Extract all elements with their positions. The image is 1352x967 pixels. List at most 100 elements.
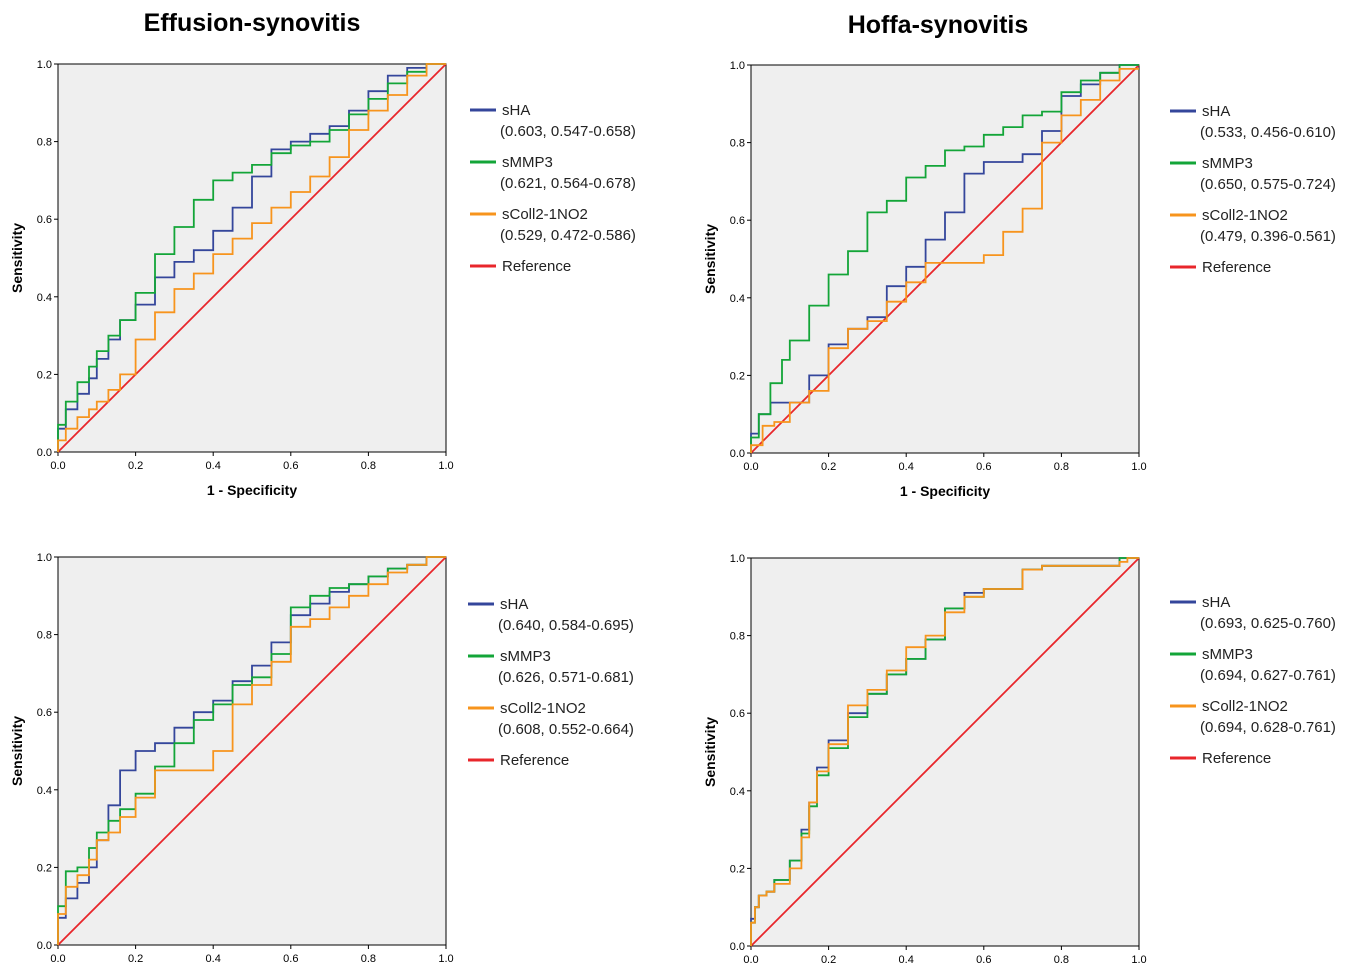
legend-item-scoll2-1no2: sColl2-1NO2 (0.479, 0.396-0.561)	[1170, 207, 1336, 245]
legend-label: sMMP3	[1202, 646, 1253, 663]
y-tick-label: 0.6	[37, 707, 52, 719]
x-tick-label: 0.2	[128, 460, 143, 472]
legend-stats: (0.650, 0.575-0.724)	[1200, 176, 1336, 193]
x-tick-label: 0.4	[899, 954, 914, 966]
x-axis-label: 1 - Specificity	[207, 482, 297, 498]
x-tick-label: 1.0	[438, 460, 453, 472]
roc-panel-bottom-right: 0.0 0.2 0.4 0.6 0.8 1.0 0.0 0.2 0.4 0.6 0.8 1.0 Sens…	[702, 553, 1336, 966]
y-tick-label: 0.2	[730, 370, 745, 382]
x-tick-label: 0.8	[361, 953, 376, 965]
y-axis-label: Sensitivity	[9, 223, 25, 293]
column-title-hoffa: Hoffa-synovitis	[848, 11, 1029, 39]
legend-stats: (0.693, 0.625-0.760)	[1200, 615, 1336, 632]
roc-panel-top-right: 0.0 0.2 0.4 0.6 0.8 1.0 0.0 0.2 0.4 0.6 0.8 1.0 Sens…	[702, 60, 1336, 499]
x-tick-label: 0.2	[128, 953, 143, 965]
legend-stats: (0.533, 0.456-0.610)	[1200, 124, 1336, 141]
x-tick-label: 1.0	[1131, 954, 1146, 966]
legend-label: Reference	[1202, 259, 1271, 276]
x-tick-label: 0.8	[361, 460, 376, 472]
y-tick-label: 1.0	[730, 553, 745, 565]
column-title-effusion: Effusion-synovitis	[144, 9, 361, 37]
legend-item-scoll2-1no2: sColl2-1NO2 (0.694, 0.628-0.761)	[1170, 698, 1336, 736]
legend-stats: (0.603, 0.547-0.658)	[500, 123, 636, 140]
legend-label: Reference	[500, 752, 569, 769]
x-tick-label: 0.4	[206, 953, 221, 965]
legend-item-sha: sHA (0.693, 0.625-0.760)	[1170, 594, 1336, 632]
y-tick-label: 0.8	[37, 137, 52, 149]
x-tick-label: 0.6	[976, 954, 991, 966]
series-line-scoll2-1no2	[750, 68, 1139, 453]
legend-label: sColl2-1NO2	[500, 700, 586, 717]
x-tick-label: 0.0	[743, 461, 758, 473]
series-line-reference	[750, 557, 1140, 947]
x-tick-label: 1.0	[1131, 461, 1146, 473]
legend-label: sHA	[502, 102, 530, 119]
x-tick-label: 0.6	[283, 460, 298, 472]
roc-panel-bottom-left: 0.0 0.2 0.4 0.6 0.8 1.0 0.0 0.2 0.4 0.6 0.8 1.0 Sens…	[9, 552, 634, 965]
legend-stats: (0.529, 0.472-0.586)	[500, 227, 636, 244]
legend-item-scoll2-1no2: sColl2-1NO2 (0.529, 0.472-0.586)	[470, 206, 636, 244]
series-line-smmp3	[57, 556, 446, 945]
legend-item-sha: sHA (0.640, 0.584-0.695)	[468, 596, 634, 634]
legend-item-smmp3: sMMP3 (0.626, 0.571-0.681)	[468, 648, 634, 686]
legend-label: Reference	[1202, 750, 1271, 767]
series-line-scoll2-1no2	[57, 556, 446, 945]
y-tick-label: 0.8	[730, 631, 745, 643]
legend-label: sMMP3	[502, 154, 553, 171]
legend-label: Reference	[502, 258, 571, 275]
legend-label: sColl2-1NO2	[1202, 698, 1288, 715]
legend-label: sMMP3	[1202, 155, 1253, 172]
x-tick-label: 0.2	[821, 954, 836, 966]
series-line-reference	[57, 556, 447, 946]
legend-item-sha: sHA (0.533, 0.456-0.610)	[1170, 103, 1336, 141]
legend-stats: (0.608, 0.552-0.664)	[498, 721, 634, 738]
y-axis-label: Sensitivity	[702, 717, 718, 787]
y-tick-label: 0.0	[730, 448, 745, 460]
x-tick-label: 0.2	[821, 461, 836, 473]
x-tick-label: 0.4	[206, 460, 221, 472]
legend-item-reference: Reference	[468, 752, 569, 769]
y-tick-label: 0.2	[37, 369, 52, 381]
legend-item-smmp3: sMMP3 (0.621, 0.564-0.678)	[470, 154, 636, 192]
legend-stats: (0.694, 0.627-0.761)	[1200, 667, 1336, 684]
y-tick-label: 0.4	[37, 785, 52, 797]
legend-stats: (0.694, 0.628-0.761)	[1200, 719, 1336, 736]
legend-label: sColl2-1NO2	[1202, 207, 1288, 224]
y-tick-label: 0.0	[37, 940, 52, 952]
x-tick-label: 0.8	[1054, 461, 1069, 473]
series-line-smmp3	[57, 63, 446, 452]
y-tick-label: 0.6	[730, 708, 745, 720]
y-tick-label: 1.0	[730, 60, 745, 72]
legend-label: sHA	[500, 596, 528, 613]
y-tick-label: 1.0	[37, 552, 52, 564]
series-line-reference	[750, 64, 1140, 454]
legend-label: sHA	[1202, 103, 1230, 120]
y-tick-label: 0.0	[730, 941, 745, 953]
roc-panel-top-left: 0.0 0.2 0.4 0.6 0.8 1.0 0.0 0.2 0.4 0.6 0.8 1.0 Sens…	[9, 59, 636, 498]
x-tick-label: 0.6	[976, 461, 991, 473]
x-tick-label: 0.4	[899, 461, 914, 473]
legend-item-scoll2-1no2: sColl2-1NO2 (0.608, 0.552-0.664)	[468, 700, 634, 738]
legend-stats: (0.640, 0.584-0.695)	[498, 617, 634, 634]
y-tick-label: 1.0	[37, 59, 52, 71]
y-tick-label: 0.0	[37, 447, 52, 459]
legend-item-smmp3: sMMP3 (0.694, 0.627-0.761)	[1170, 646, 1336, 684]
legend-stats: (0.621, 0.564-0.678)	[500, 175, 636, 192]
legend-label: sMMP3	[500, 648, 551, 665]
y-axis-label: Sensitivity	[9, 716, 25, 786]
legend-item-reference: Reference	[1170, 750, 1271, 767]
y-tick-label: 0.6	[37, 214, 52, 226]
legend-stats: (0.479, 0.396-0.561)	[1200, 228, 1336, 245]
x-tick-label: 0.0	[743, 954, 758, 966]
legend-label: sHA	[1202, 594, 1230, 611]
y-tick-label: 0.4	[730, 786, 745, 798]
legend-item-smmp3: sMMP3 (0.650, 0.575-0.724)	[1170, 155, 1336, 193]
x-axis-label: 1 - Specificity	[900, 483, 990, 499]
legend-item-sha: sHA (0.603, 0.547-0.658)	[470, 102, 636, 140]
legend-label: sColl2-1NO2	[502, 206, 588, 223]
x-tick-label: 0.8	[1054, 954, 1069, 966]
y-tick-label: 0.2	[37, 862, 52, 874]
x-tick-label: 0.6	[283, 953, 298, 965]
legend-item-reference: Reference	[1170, 259, 1271, 276]
